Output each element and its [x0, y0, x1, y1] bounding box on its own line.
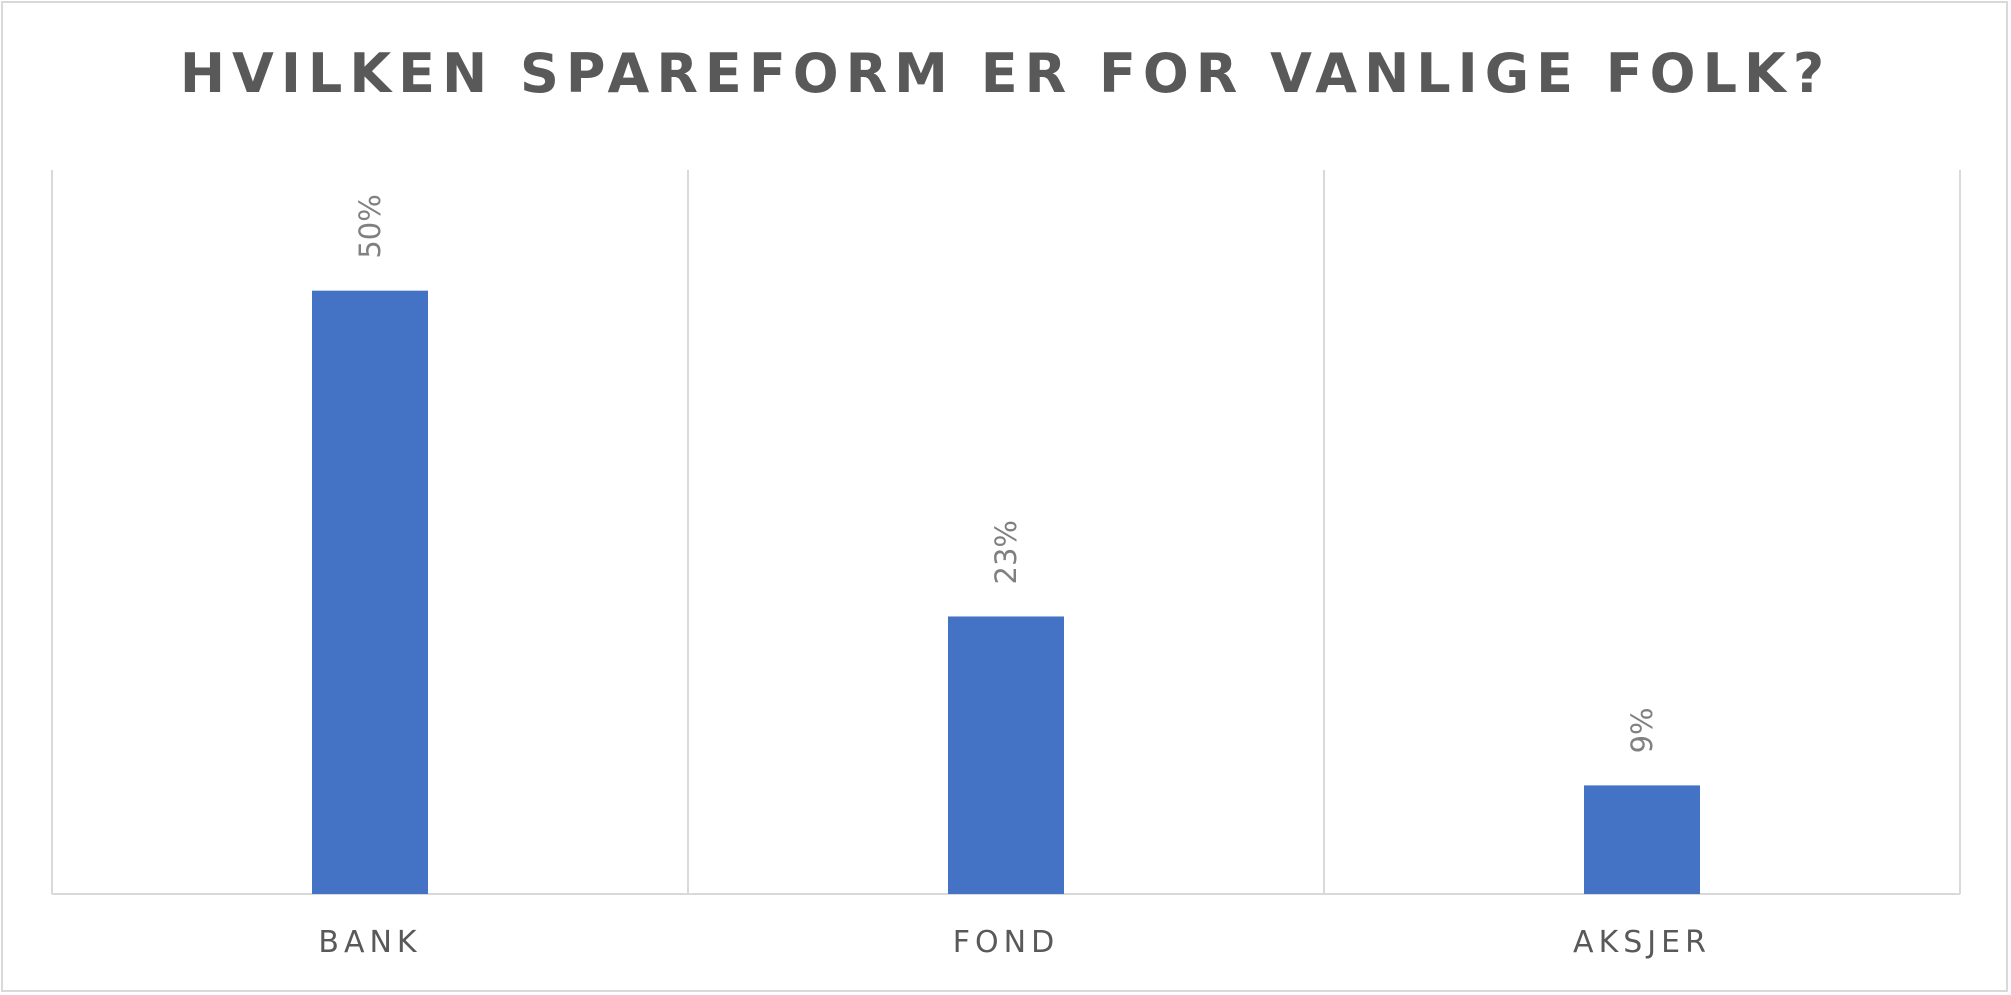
chart-title: HVILKEN SPAREFORM ER FOR VANLIGE FOLK?: [179, 42, 1832, 105]
data-labels: 50% 23% 9%: [353, 194, 1659, 753]
data-label-fond: 23%: [989, 520, 1023, 584]
tick-label-fond: FOND: [953, 925, 1059, 960]
category-axis-labels: BANK FOND AKSJER: [318, 925, 1711, 960]
tick-label-bank: BANK: [318, 925, 421, 960]
bar-aksjer: [1584, 785, 1700, 894]
bars: [312, 290, 1700, 895]
tick-label-aksjer: AKSJER: [1573, 925, 1711, 960]
bar-fond: [948, 616, 1064, 894]
data-label-bank: 50%: [353, 194, 387, 258]
data-label-aksjer: 9%: [1625, 707, 1659, 753]
bar-bank: [312, 290, 428, 895]
